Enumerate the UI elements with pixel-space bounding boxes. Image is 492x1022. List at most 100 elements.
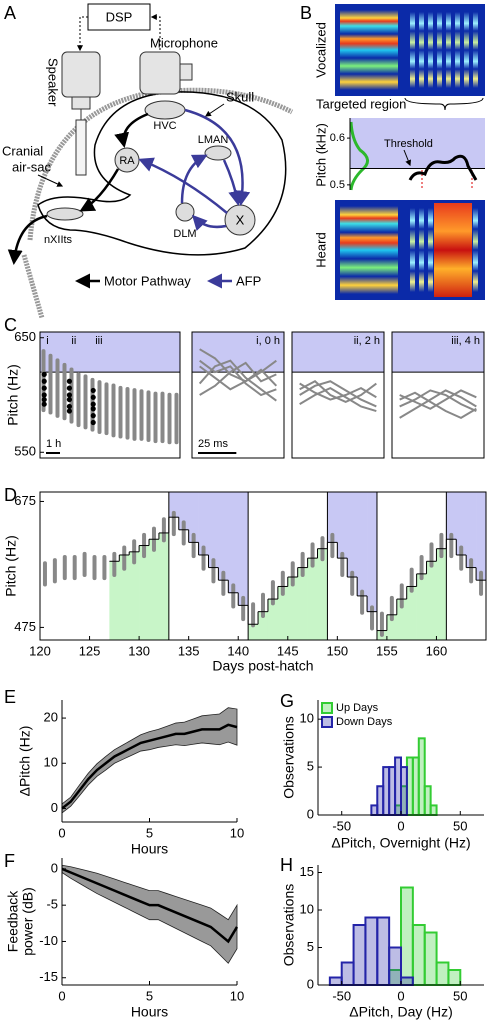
bar xyxy=(423,931,438,986)
cranial-label: Cranial xyxy=(2,143,43,158)
point-range xyxy=(469,558,474,584)
shade xyxy=(139,545,150,640)
x-tick-label: 145 xyxy=(277,643,299,658)
syllable xyxy=(340,206,398,294)
x-tick-label: 135 xyxy=(178,643,200,658)
mean-line xyxy=(61,723,238,810)
x-tick-label: -50 xyxy=(332,988,351,1003)
x-tick-label: 0 xyxy=(58,988,65,1003)
threshold-label: Threshold xyxy=(384,138,433,150)
series-label: iii xyxy=(95,335,102,347)
shade xyxy=(109,561,120,640)
point-range xyxy=(231,583,236,609)
shade xyxy=(287,577,298,640)
afp-arrow xyxy=(191,214,227,231)
microphone xyxy=(139,51,181,95)
point xyxy=(41,392,47,398)
panel-label: G xyxy=(280,691,294,711)
skull xyxy=(27,87,294,241)
trace xyxy=(199,348,278,387)
x-tick-label: 125 xyxy=(79,643,101,658)
point-range xyxy=(62,362,67,421)
point-range xyxy=(360,589,365,615)
x-axis-label: Hours xyxy=(131,1004,168,1020)
trace xyxy=(299,387,377,412)
x-tick-label: 50 xyxy=(453,988,467,1003)
hvc-label: HVC xyxy=(153,120,176,132)
point-range xyxy=(370,605,375,631)
legend-swatch xyxy=(321,702,333,714)
point-range xyxy=(146,390,151,442)
point-range xyxy=(62,554,67,581)
shade xyxy=(436,548,447,640)
y-axis-label: Pitch (Hz) xyxy=(5,364,21,425)
subplot-title: i, 0 h xyxy=(256,335,280,347)
x-axis-label: ΔPitch, Day (Hz) xyxy=(349,1004,452,1020)
legend-swatch xyxy=(321,716,333,728)
shade xyxy=(337,492,348,559)
point-range xyxy=(92,554,97,581)
afp-arrow xyxy=(184,108,251,206)
legend-label: Up Days xyxy=(336,702,379,714)
x-label: X xyxy=(236,212,245,227)
x-tick-label: 0 xyxy=(397,988,404,1003)
bar xyxy=(388,946,402,986)
x-tick-label: -50 xyxy=(332,818,351,833)
bar xyxy=(352,924,367,986)
frame xyxy=(291,331,385,459)
point-range xyxy=(97,380,102,434)
point-range xyxy=(290,561,295,587)
heard-label: Heard xyxy=(313,232,328,267)
dsp-box xyxy=(87,3,151,31)
subplot-title: ii, 2 h xyxy=(354,335,380,347)
vocalized-label: Vocalized xyxy=(313,22,328,78)
point xyxy=(41,401,47,407)
point xyxy=(66,403,72,410)
point-range xyxy=(167,392,172,445)
shade xyxy=(158,532,170,640)
panel-a: A DSP Speaker Microphone Skull Cranial a… xyxy=(2,3,294,319)
point-range xyxy=(409,567,414,593)
point-range xyxy=(139,389,144,441)
error-band xyxy=(61,864,238,964)
x-tick-label: 160 xyxy=(426,643,448,658)
point xyxy=(66,378,72,384)
lman xyxy=(204,145,232,161)
lman-label: LMAN xyxy=(198,134,229,146)
shade xyxy=(396,599,408,640)
error-band xyxy=(61,707,238,814)
syllable xyxy=(410,12,478,88)
speaker xyxy=(61,51,101,98)
point-range xyxy=(429,542,434,568)
point-range xyxy=(439,532,444,559)
trace xyxy=(299,380,377,403)
arrow xyxy=(205,103,225,117)
y-tick-label: 0.5 xyxy=(330,179,345,191)
point xyxy=(41,396,47,403)
hvc xyxy=(144,100,186,120)
afp-arrow xyxy=(222,159,244,206)
point xyxy=(90,406,96,412)
point-range xyxy=(191,532,196,559)
point xyxy=(90,387,96,394)
bar xyxy=(400,766,408,816)
point-range xyxy=(82,551,87,578)
trace xyxy=(299,380,377,408)
nxiits xyxy=(46,207,84,221)
motor-arrow xyxy=(79,168,120,212)
series-label: ii xyxy=(71,335,76,347)
y-tick-label: 0 xyxy=(307,806,314,821)
panel-label: D xyxy=(4,485,17,505)
shade xyxy=(327,492,338,543)
shade xyxy=(248,624,259,640)
point-range xyxy=(181,520,186,546)
point-range xyxy=(379,611,384,637)
shade xyxy=(129,551,140,640)
scalebar-label: 1 h xyxy=(46,438,61,450)
panel-label: A xyxy=(4,3,16,23)
x-tick-label: 10 xyxy=(230,825,244,840)
y-tick-label: 10 xyxy=(44,755,58,770)
x-tick-label: 130 xyxy=(128,643,150,658)
y-tick-label: -10 xyxy=(39,933,58,948)
y-axis-label: power (dB) xyxy=(20,887,36,955)
